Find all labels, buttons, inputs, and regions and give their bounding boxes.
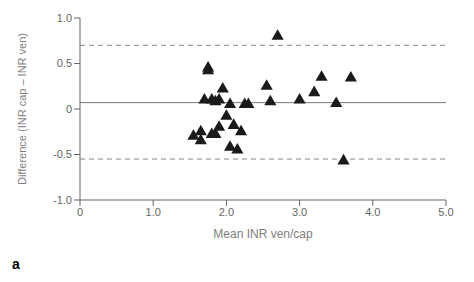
svg-text:Difference (INR cap – INR ven): Difference (INR cap – INR ven)	[16, 33, 28, 185]
svg-text:4.0: 4.0	[365, 206, 380, 218]
svg-text:Mean INR ven/cap: Mean INR ven/cap	[213, 227, 313, 241]
svg-text:0.5: 0.5	[57, 57, 72, 69]
svg-text:-0.5: -0.5	[53, 148, 72, 160]
svg-text:3.0: 3.0	[292, 206, 307, 218]
svg-text:2.0: 2.0	[219, 206, 234, 218]
svg-text:0: 0	[66, 103, 72, 115]
svg-text:0: 0	[77, 206, 83, 218]
svg-text:1.0: 1.0	[146, 206, 161, 218]
svg-text:5.0: 5.0	[438, 206, 453, 218]
svg-text:-1.0: -1.0	[53, 194, 72, 206]
html-text:a: a	[12, 256, 20, 272]
svg-text:1.0: 1.0	[57, 12, 72, 24]
